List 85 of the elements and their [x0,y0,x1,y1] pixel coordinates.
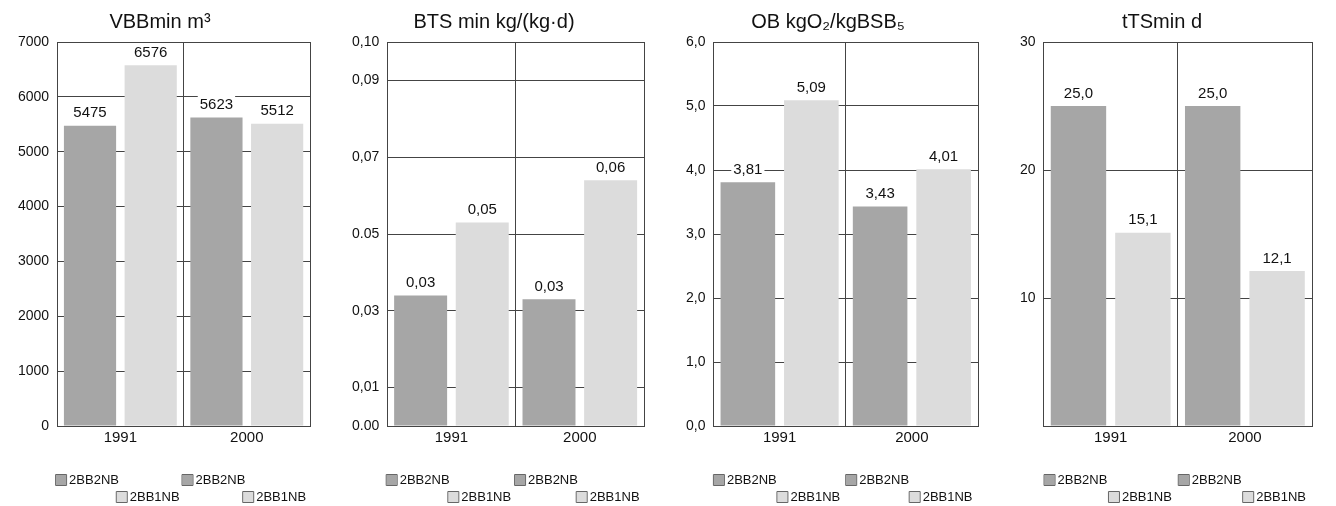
data-label: 3,43 [865,184,895,202]
y-tick-label: 10 [1019,288,1036,305]
bar [522,299,576,426]
x-tick-label: 1991 [762,428,797,446]
x-tick-label: 1991 [434,428,469,446]
data-label: 5475 [73,103,107,121]
bar [1184,106,1241,426]
y-tick-label: 4000 [17,197,50,214]
y-tick-label: 6000 [17,87,50,104]
y-tick-label: 6,0 [685,32,706,49]
y-tick-label: 0,03 [352,301,380,318]
bar [916,169,971,426]
bar [190,117,243,426]
y-tick-label: 20 [1019,160,1036,177]
text: 2BB2NB [195,471,246,487]
chart-title: BTS min kg/(kg·d) [413,9,575,32]
y-tick-label: 0,07 [352,148,380,165]
text: 2BB1NB [256,488,307,504]
legend-label: 2BB2NB [726,471,777,487]
x-tick-label: 2000 [563,428,597,446]
data-label: 4,01 [929,147,959,164]
chart-title: tTSmin d [1121,9,1203,32]
data-label: 6576 [134,42,168,60]
y-tick-label: 2,0 [685,288,706,305]
bar [852,206,908,426]
legend-label: 2BB2NB [1057,471,1108,487]
bar [1050,106,1107,426]
text: 2BB2NB [859,471,910,487]
y-tick-label: 0 [41,416,50,433]
x-tick-label: 2000 [1228,428,1262,446]
legend-label: 2BB2NB [69,471,119,487]
legend-label: 2BB1NB [1121,488,1172,504]
bar [124,65,177,426]
text: 2BB1NB [922,488,973,504]
legend-label: 2BB2NB [399,471,450,487]
data-label: 0,03 [406,273,436,291]
y-tick-label: 1000 [17,362,50,378]
y-tick-label: 3,0 [685,224,706,241]
bar [455,222,509,426]
legend-label: 2BB1NB [129,488,180,504]
data-label: 3,81 [733,159,763,177]
data-label: 12,1 [1262,248,1292,266]
bar [720,182,776,426]
bar [1115,232,1171,426]
chart-title: VBBmin m³ [109,9,211,32]
bar [1249,271,1305,426]
data-label: 0,05 [467,200,497,218]
y-tick-label: 3000 [17,252,50,269]
data-label: 5512 [260,101,294,119]
text: 2BB1NB [1256,488,1307,504]
data-label: 0,03 [534,276,564,294]
y-tick-label: 5,0 [685,96,706,113]
y-tick-label: 0,09 [352,71,380,88]
y-tick-label: 2000 [17,307,50,324]
legend-label: 2BB1NB [461,488,512,504]
bar [584,180,638,426]
y-tick-label: 0,0 [685,416,706,433]
bar [251,123,304,426]
x-tick-label: 2000 [895,428,929,446]
chart-title: OB kgO₂/kgBSB₅ [751,9,905,32]
data-label: 0,06 [596,157,626,175]
y-tick-label: 4,0 [685,160,706,177]
bar [394,295,448,426]
y-tick-label: 1,0 [685,352,706,369]
y-tick-label: 0,10 [352,32,380,49]
bar [63,125,117,426]
text: 2BB2NB [528,471,578,487]
x-tick-label: 1991 [103,428,138,446]
legend-label: 2BB1NB [790,488,841,504]
y-tick-label: 5000 [17,142,50,159]
y-tick-label: 0.00 [352,416,380,433]
text: 2BB1NB [589,488,640,504]
x-tick-label: 1991 [1093,428,1128,446]
data-label: 25,0 [1198,83,1228,101]
data-label: 5623 [199,95,234,113]
data-label: 15,1 [1128,210,1158,228]
bar [784,100,839,426]
x-tick-label: 2000 [230,428,264,446]
y-tick-label: 0.05 [352,224,380,241]
data-label: 25,0 [1063,83,1094,101]
y-tick-label: 7000 [17,32,50,49]
y-tick-label: 0,01 [352,378,380,395]
y-tick-label: 30 [1019,32,1036,49]
data-label: 5,09 [796,77,826,95]
text: 2BB2NB [1191,471,1242,487]
